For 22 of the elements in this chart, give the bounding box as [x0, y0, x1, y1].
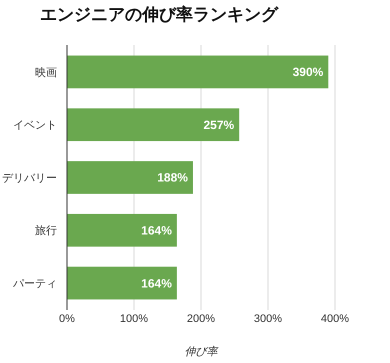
y-tick-label: イベント — [13, 120, 57, 132]
data-label: 257% — [203, 118, 235, 132]
x-tick-label: 400% — [320, 313, 350, 325]
x-axis-title: 伸び率 — [184, 345, 218, 358]
bar — [67, 266, 177, 300]
data-label: 390% — [292, 65, 324, 80]
x-tick-label: 200% — [186, 313, 216, 325]
y-tick-label: 映画 — [35, 66, 57, 79]
y-tick-label: 旅行 — [35, 224, 57, 238]
y-tick-label: デリバリー — [2, 172, 57, 184]
data-label: 188% — [157, 170, 188, 185]
data-label: 164% — [141, 223, 172, 238]
chart-title: エンジニアの伸び率ランキング — [40, 5, 279, 24]
x-tick-label: 0% — [59, 313, 76, 325]
bar — [67, 161, 193, 194]
x-tick-label: 100% — [120, 313, 148, 325]
data-label: 164% — [141, 276, 172, 290]
bar — [67, 108, 240, 142]
y-tick-label: パーティ — [12, 278, 57, 290]
x-tick-label: 300% — [254, 313, 282, 325]
bar — [67, 56, 328, 88]
bar — [67, 214, 177, 247]
